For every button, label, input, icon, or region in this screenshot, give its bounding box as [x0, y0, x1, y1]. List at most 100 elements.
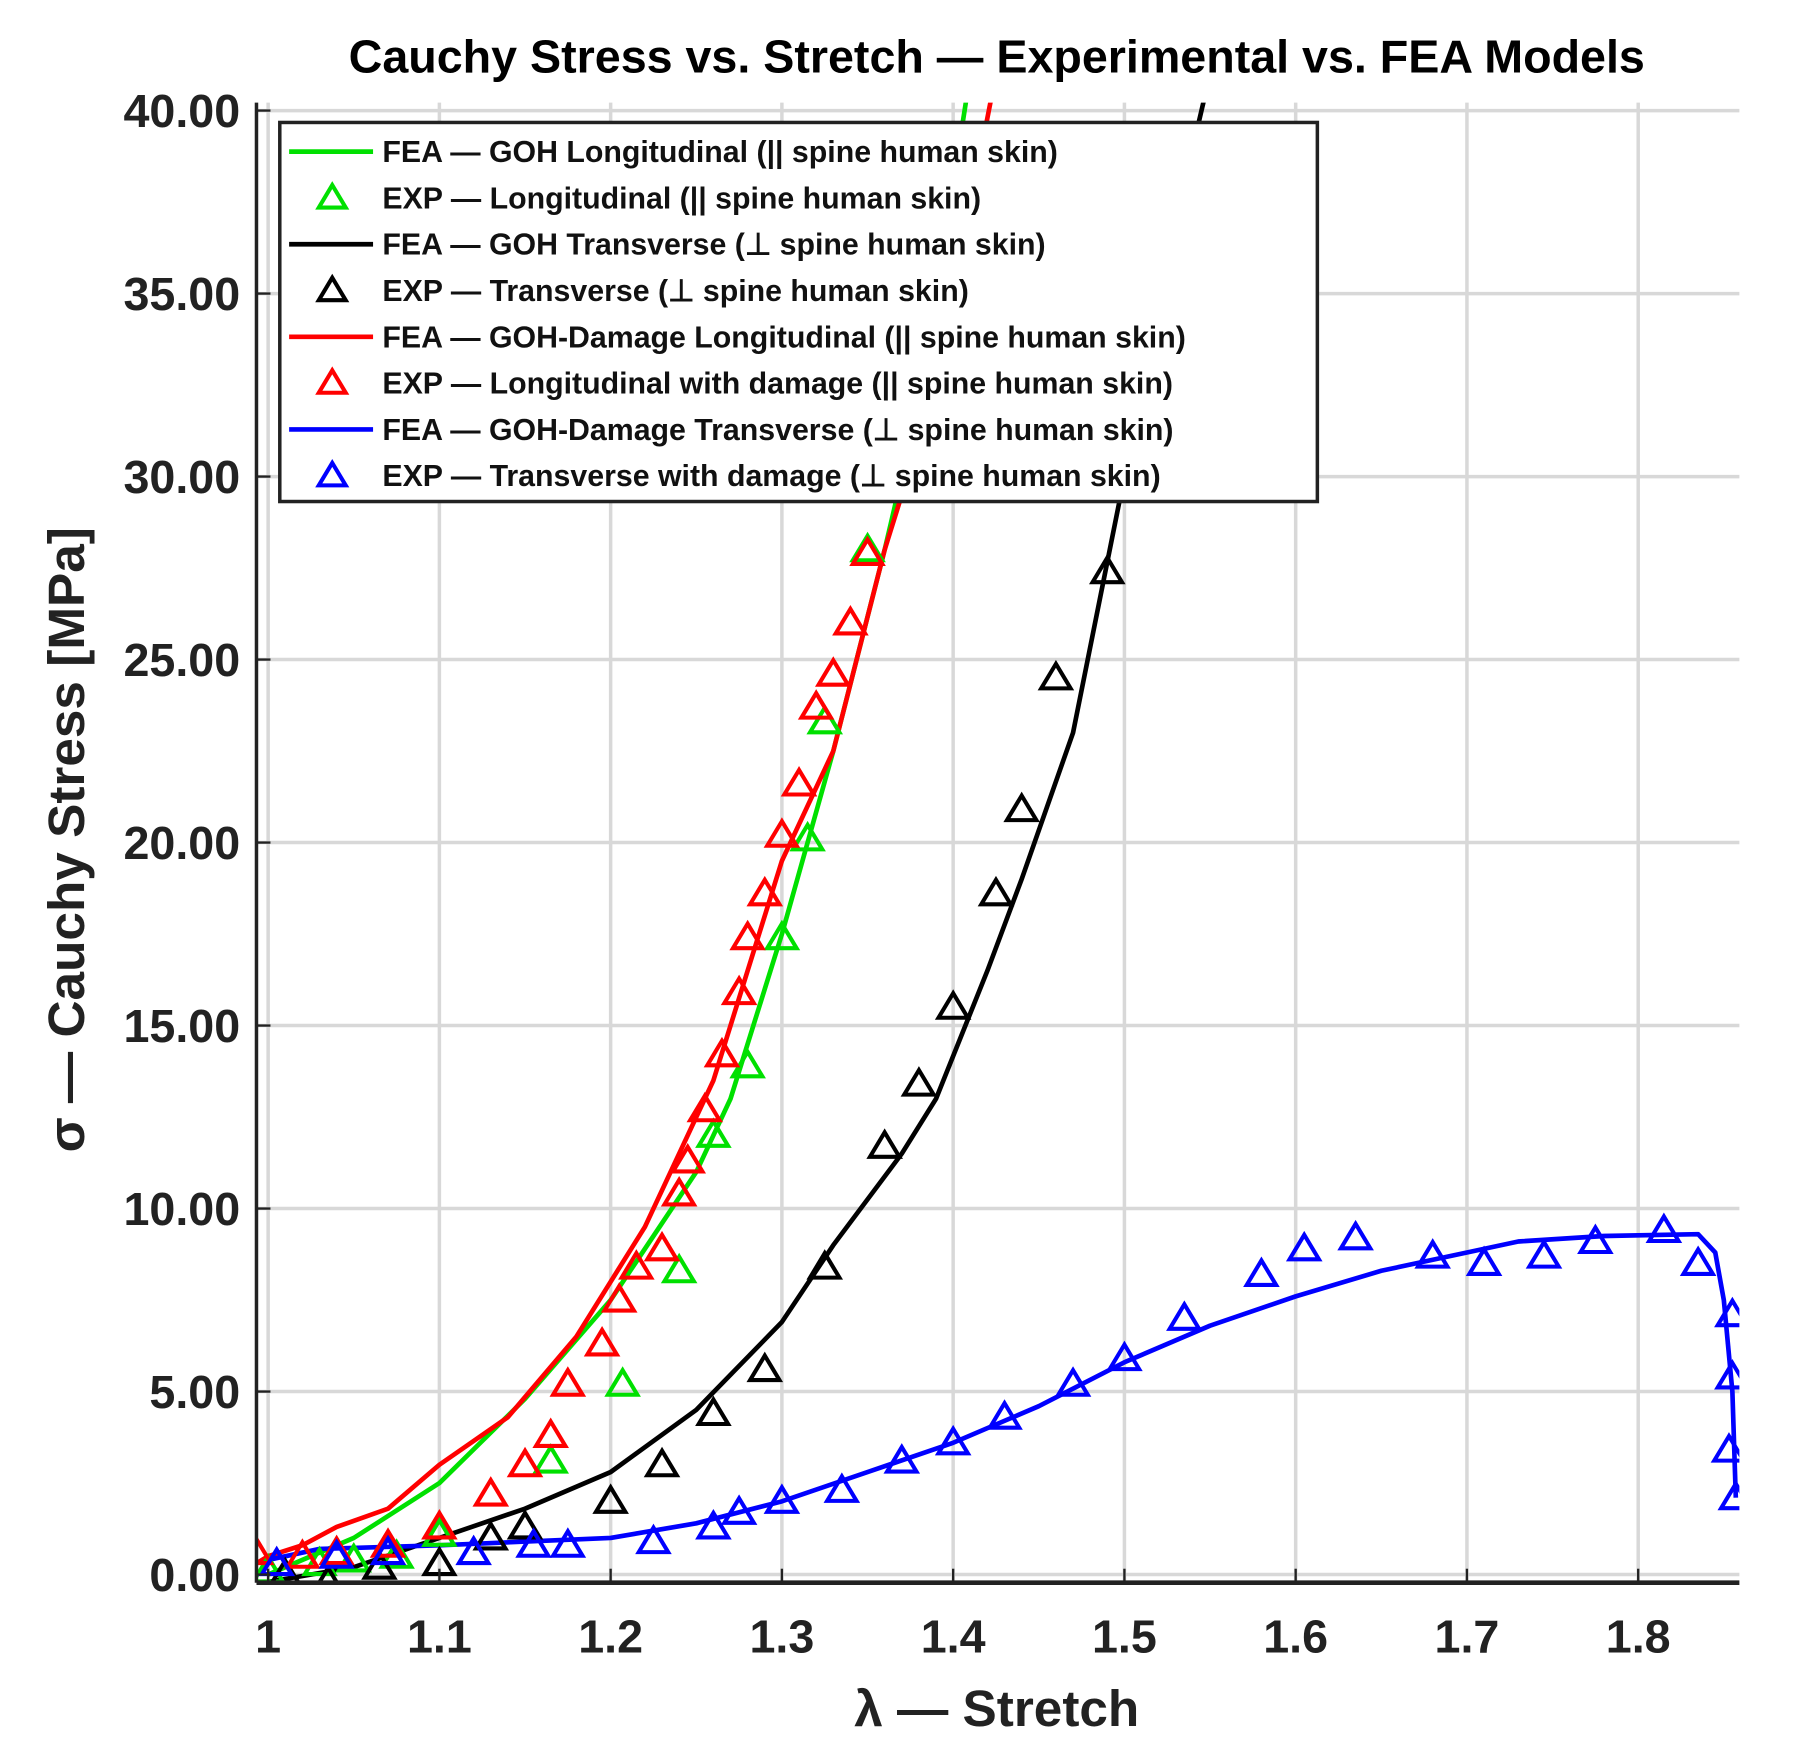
- y-tick-label: 35.00: [123, 268, 240, 320]
- exp-marker: [592, 1483, 629, 1514]
- x-tick-label: 1.5: [1092, 1611, 1157, 1663]
- exp-marker: [1054, 1366, 1092, 1397]
- exp-marker: [284, 1538, 321, 1569]
- exp-marker: [532, 1443, 570, 1474]
- exp-marker: [515, 1527, 552, 1558]
- exp-marker: [1166, 1300, 1203, 1331]
- y-tick-label: 15.00: [123, 1000, 240, 1052]
- x-tick-label: 1.6: [1263, 1611, 1328, 1663]
- exp-marker: [1714, 1358, 1740, 1390]
- exp-marker: [506, 1509, 544, 1540]
- x-tick-label: 1: [255, 1611, 281, 1663]
- legend-entry: FEA — GOH-Damage Transverse (⊥ spine hum…: [382, 414, 1173, 447]
- exp-marker: [316, 1563, 340, 1583]
- x-tick-label: 1.1: [407, 1611, 472, 1663]
- x-tick-label: 1.3: [749, 1611, 814, 1663]
- exp-marker: [900, 1066, 938, 1097]
- exp-marker: [746, 1351, 784, 1383]
- exp-marker: [1089, 553, 1126, 585]
- exp-marker: [806, 703, 844, 735]
- exp-marker: [506, 1446, 544, 1478]
- fea-line: [267, 102, 1206, 1583]
- y-axis-label: σ — Cauchy Stress [MPa]: [38, 527, 95, 1152]
- exp-marker: [1525, 1238, 1563, 1269]
- exp-marker: [660, 1175, 698, 1207]
- x-axis-label: λ — Stretch: [854, 1680, 1139, 1737]
- exp-marker: [1285, 1230, 1323, 1262]
- exp-marker: [532, 1417, 570, 1449]
- exp-marker: [934, 1424, 972, 1456]
- legend-marker-swatch: [315, 458, 350, 488]
- legend-entry: EXP — Longitudinal with damage (|| spine…: [382, 368, 1173, 401]
- exp-marker: [549, 1366, 587, 1397]
- x-tick-label: 1.7: [1435, 1611, 1500, 1663]
- y-tick-label: 10.00: [123, 1183, 240, 1235]
- exp-marker: [1717, 1479, 1740, 1511]
- exp-marker: [1710, 1432, 1740, 1463]
- exp-marker: [258, 1545, 295, 1577]
- exp-marker: [421, 1509, 458, 1540]
- exp-marker: [600, 1282, 638, 1313]
- exp-marker: [583, 1326, 621, 1357]
- exp-marker: [1106, 1340, 1143, 1372]
- exp-marker: [763, 817, 801, 848]
- exp-marker: [1243, 1256, 1280, 1287]
- exp-marker: [686, 1091, 724, 1123]
- legend-entry: EXP — Longitudinal (|| spine human skin): [382, 182, 981, 215]
- legend-entry: FEA — GOH Transverse (⊥ spine human skin…: [382, 229, 1045, 262]
- exp-marker: [549, 1527, 587, 1558]
- exp-marker: [369, 1527, 407, 1558]
- exp-marker: [832, 604, 869, 636]
- x-tick-label: 1.4: [921, 1611, 986, 1663]
- axes: 1 1.1 1.2 1.3 1.4 1.5 1.6 1.7 1.8 0.00 5.00 10.00 15…: [123, 85, 1740, 1663]
- exp-marker: [643, 1446, 681, 1478]
- exp-marker: [421, 1516, 458, 1547]
- exp-marker: [1679, 1245, 1717, 1276]
- exp-marker: [720, 974, 758, 1006]
- legend-marker-swatch: [315, 366, 350, 395]
- exp-marker: [604, 1366, 641, 1397]
- exp-marker: [814, 656, 852, 687]
- exp-marker: [797, 689, 835, 720]
- exp-marker: [472, 1519, 510, 1551]
- y-tick-label: 5.00: [149, 1366, 240, 1418]
- chart-title: Cauchy Stress vs. Stretch — Experimental…: [349, 30, 1645, 82]
- legend-entry: FEA — GOH Longitudinal (|| spine human s…: [382, 136, 1057, 169]
- exp-marker: [883, 1443, 921, 1474]
- legend-entry: EXP — Transverse with damage (⊥ spine hu…: [382, 460, 1160, 493]
- exp-marker: [635, 1523, 672, 1555]
- exp-marker: [1037, 659, 1075, 691]
- legend-entry: EXP — Transverse (⊥ spine human skin): [382, 275, 968, 308]
- exp-marker: [695, 1509, 732, 1540]
- exp-marker: [720, 1494, 758, 1525]
- exp-marker: [660, 1252, 698, 1284]
- exp-marker: [866, 1128, 903, 1159]
- y-tick-label: 25.00: [123, 634, 240, 686]
- exp-marker: [1645, 1212, 1683, 1244]
- exp-marker: [729, 1047, 766, 1079]
- exp-marker: [789, 820, 826, 852]
- exp-marker: [643, 1230, 681, 1262]
- exp-marker: [472, 1476, 510, 1507]
- exp-marker: [1465, 1245, 1503, 1276]
- exp-marker: [763, 1483, 801, 1514]
- exp-marker: [318, 1538, 355, 1569]
- exp-marker: [823, 1472, 861, 1503]
- exp-marker: [1577, 1223, 1614, 1255]
- exp-marker: [986, 1399, 1023, 1430]
- exp-marker: [256, 1535, 275, 1566]
- exp-marker: [746, 875, 784, 907]
- exp-marker: [618, 1249, 655, 1280]
- exp-marker: [695, 1395, 732, 1427]
- y-tick-label: 30.00: [123, 451, 240, 503]
- legend-box: [278, 120, 1320, 504]
- exp-marker: [695, 1117, 732, 1148]
- legend-marker-swatch: [315, 181, 350, 210]
- exp-marker: [703, 1036, 741, 1068]
- y-tick-label: 40.00: [123, 85, 240, 137]
- exp-marker: [1414, 1238, 1451, 1269]
- y-tick-label: 0.00: [149, 1549, 240, 1601]
- exp-marker: [763, 919, 801, 951]
- y-tick-label: 20.00: [123, 817, 240, 869]
